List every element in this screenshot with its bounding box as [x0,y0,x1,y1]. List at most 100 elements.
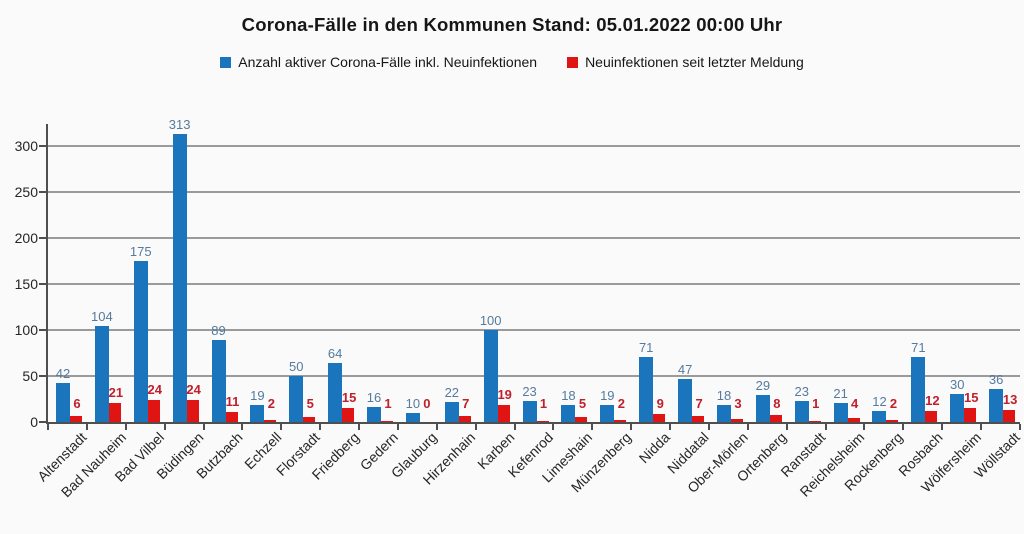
bar-value-label-new-infections: 7 [695,396,703,411]
chart-title: Corona-Fälle in den Kommunen Stand: 05.0… [241,14,783,35]
bar-new-infections [808,421,821,422]
x-axis-tick [1019,424,1021,430]
y-gridline [48,145,1020,147]
bar-value-label-new-infections: 3 [734,396,742,411]
x-axis-tick [591,424,594,430]
bar-new-infections [886,420,899,422]
bar-active-cases [328,363,343,422]
bar-new-infections [186,399,199,422]
y-axis-label: 100 [14,322,38,338]
y-axis-label: 300 [14,138,38,154]
y-gridline [48,237,1020,239]
bar-active-cases [872,410,887,422]
x-axis-tick [280,424,283,430]
bar-active-cases [367,407,382,422]
bar-value-label-new-infections: 2 [267,396,275,411]
y-gridline [48,283,1020,285]
bar-value-label-active-cases: 21 [833,385,848,401]
bar-active-cases [211,340,226,422]
x-axis-tick [47,424,49,430]
bar-active-cases [989,388,1004,422]
legend-swatch-red-icon [567,56,579,68]
bar-value-label-new-infections: 7 [462,396,470,411]
bar-value-label-new-infections: 5 [306,396,314,411]
x-axis-tick [85,424,88,430]
x-axis-tick [630,424,633,430]
bar-active-cases [755,395,770,422]
bar-value-label-active-cases: 100 [479,313,502,328]
bar-new-infections [342,408,355,422]
bar-value-label-new-infections: 5 [578,396,587,411]
x-axis-tick [669,424,672,430]
y-axis-tick [39,283,48,285]
x-axis-tick [980,424,983,430]
bar-value-label-new-infections: 0 [423,396,431,411]
x-axis-tick [396,424,399,430]
bar-new-infections [1003,410,1016,422]
x-axis-tick [241,424,244,430]
bar-value-label-active-cases: 19 [600,387,615,403]
x-axis-tick [202,424,205,430]
bar-active-cases [911,356,926,422]
bar-new-infections [303,417,316,422]
bar-new-infections [653,413,666,422]
bar-new-infections [225,411,238,422]
y-gridline [48,375,1020,377]
bar-value-label-new-infections: 24 [147,381,162,397]
y-axis-tick [39,145,48,147]
bar-new-infections [147,399,160,422]
bar-value-label-new-infections: 15 [964,390,979,406]
bar-active-cases [289,376,304,422]
bar-value-label-new-infections: 1 [812,396,820,411]
bar-value-label-new-infections: 8 [773,396,781,411]
x-axis-tick [163,424,166,430]
x-axis-tick [319,424,322,430]
bar-value-label-active-cases: 104 [91,309,113,325]
bar-new-infections [575,417,588,422]
bar-active-cases [405,412,420,422]
y-axis-tick [39,421,48,423]
bar-value-label-new-infections: 2 [889,396,898,411]
bar-value-label-new-infections: 21 [108,384,124,400]
y-axis-tick [39,237,48,239]
bar-value-label-new-infections: 19 [497,386,512,402]
bar-value-label-active-cases: 313 [168,117,191,133]
bar-value-label-new-infections: 4 [850,396,859,411]
bar-value-label-new-infections: 2 [617,396,625,411]
x-axis-tick [785,424,788,430]
bar-value-label-active-cases: 47 [677,361,693,377]
bar-value-label-active-cases: 71 [638,339,654,355]
bar-new-infections [964,408,977,422]
legend-item-active-cases: Anzahl aktiver Corona-Fälle inkl. Neuinf… [220,54,537,70]
x-axis-tick [435,424,438,430]
bar-new-infections [381,421,394,422]
bar-active-cases [639,356,654,422]
bar-new-infections [497,404,510,422]
y-axis-tick [39,375,48,377]
bar-value-label-new-infections: 9 [656,395,664,411]
bar-value-label-active-cases: 175 [129,244,152,259]
x-axis-tick [863,424,866,430]
x-axis-tick [824,424,827,430]
bar-value-label-active-cases: 30 [950,377,965,393]
bar-value-label-active-cases: 64 [327,346,343,362]
y-axis-tick [39,191,48,193]
y-axis-label: 250 [14,184,38,200]
bar-new-infections [264,420,277,422]
bar-value-label-active-cases: 18 [561,388,576,404]
bar-value-label-active-cases: 71 [911,339,926,355]
x-axis-tick [902,424,905,430]
bar-active-cases [133,261,148,422]
x-axis-tick [707,424,710,430]
bar-new-infections [925,410,938,422]
x-axis-tick [513,424,516,430]
y-axis-label: 0 [30,414,38,430]
y-axis-tick [39,329,48,331]
bar-active-cases [561,405,576,422]
legend-label-active-cases: Anzahl aktiver Corona-Fälle inkl. Neuinf… [238,54,538,70]
bar-value-label-new-infections: 1 [539,396,548,411]
y-axis-line [46,124,48,424]
bar-new-infections [458,415,471,422]
